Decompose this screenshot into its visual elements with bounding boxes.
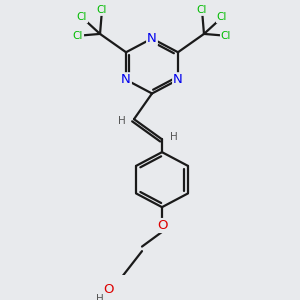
Text: H: H [118,116,126,126]
Text: N: N [173,73,183,86]
Text: O: O [157,219,167,232]
Text: O: O [103,283,113,296]
Text: Cl: Cl [97,5,107,15]
Text: N: N [147,32,157,45]
Text: Cl: Cl [73,31,83,41]
Text: H: H [96,294,104,300]
Text: Cl: Cl [77,12,87,22]
Text: N: N [121,73,131,86]
Text: H: H [170,133,178,142]
Text: Cl: Cl [217,12,227,22]
Text: Cl: Cl [221,31,231,41]
Text: Cl: Cl [197,5,207,15]
